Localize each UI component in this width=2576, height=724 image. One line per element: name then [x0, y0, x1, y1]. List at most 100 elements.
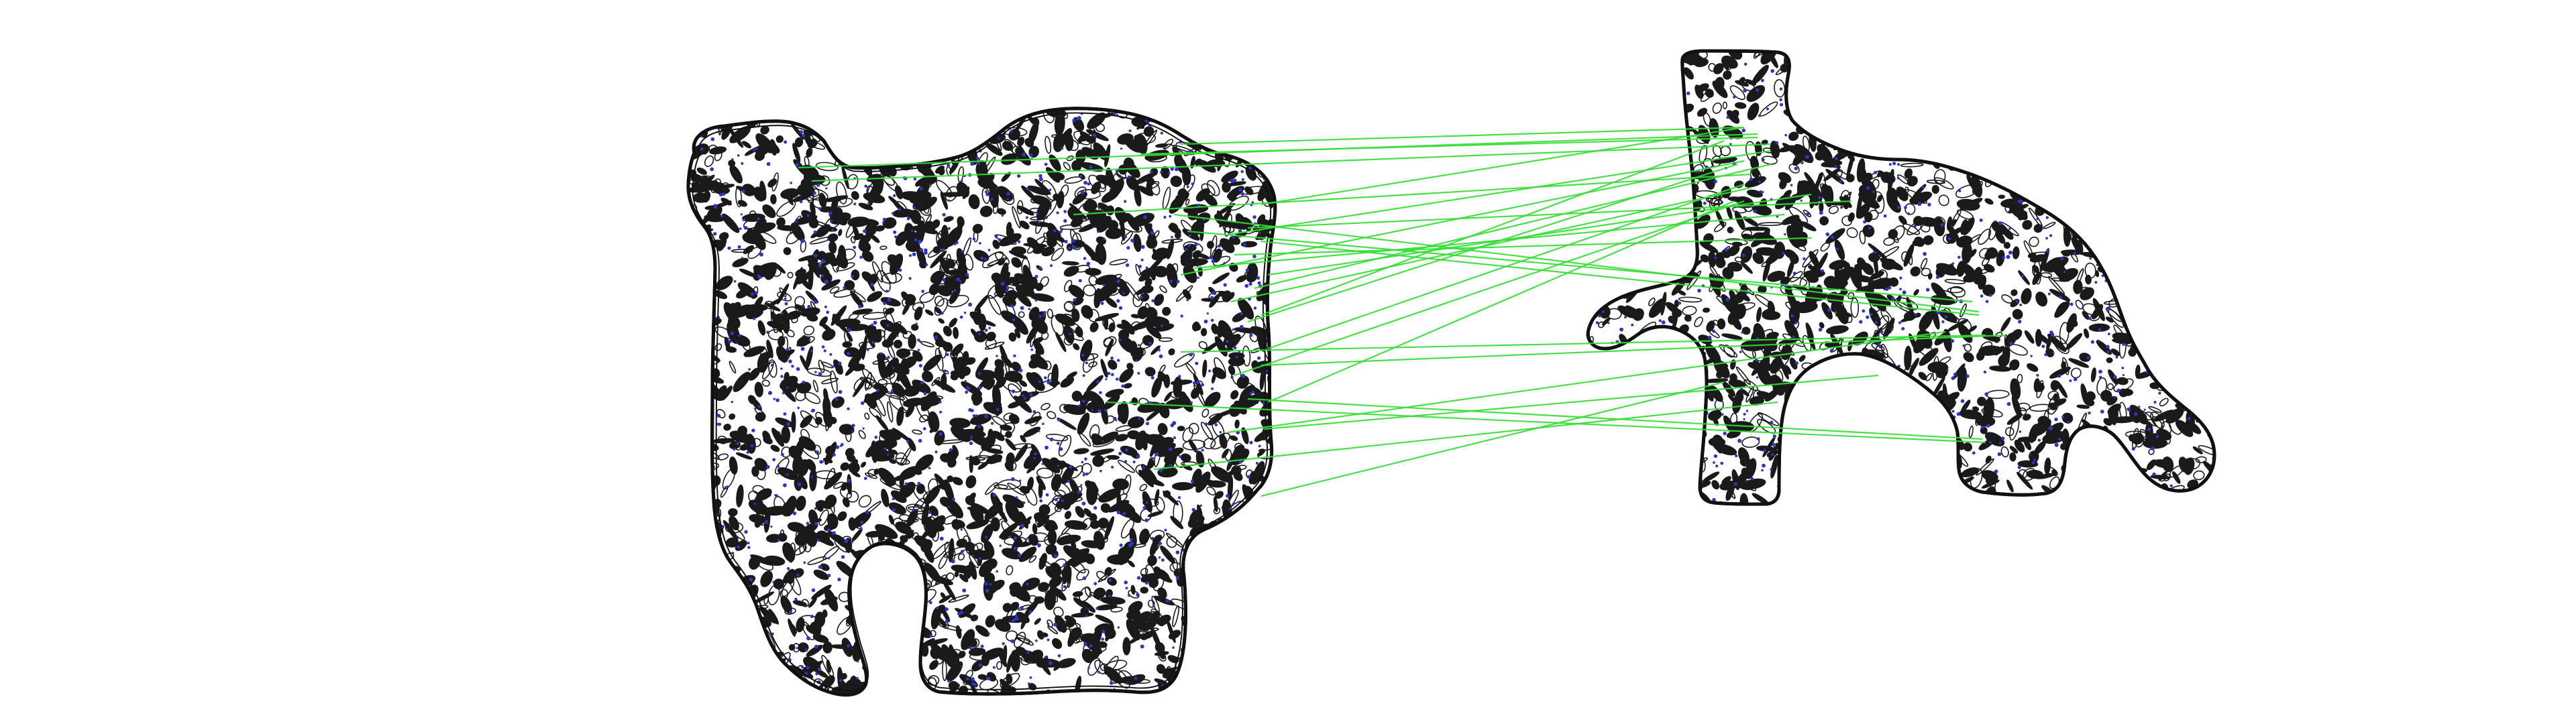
texture-spot: [1193, 584, 1201, 602]
texture-spot: [1942, 463, 1950, 475]
keypoint: [728, 339, 732, 344]
texture-spot: [689, 369, 710, 387]
texture-spot: [2103, 84, 2112, 95]
texture-spot: [700, 537, 720, 549]
keypoint: [964, 380, 967, 383]
keypoint: [1111, 465, 1114, 469]
texture-spot: [1919, 499, 1929, 504]
texture-spot: [2186, 247, 2195, 265]
keypoint: [1049, 188, 1052, 192]
texture-spot: [1077, 189, 1102, 200]
texture-spot: [911, 324, 919, 331]
texture-spot: [2157, 181, 2173, 194]
texture-spot: [815, 501, 824, 512]
keypoint: [1194, 111, 1197, 114]
keypoint: [977, 333, 981, 335]
keypoint: [969, 441, 973, 445]
texture-spot: [1831, 490, 1845, 504]
keypoint: [990, 198, 994, 201]
texture-spot: [894, 666, 902, 682]
texture-spot: [929, 426, 937, 433]
keypoint: [1249, 646, 1252, 648]
texture-spot: [1591, 99, 1611, 116]
texture-spot: [1248, 113, 1262, 136]
texture-spot: [1006, 452, 1015, 467]
keypoint: [860, 521, 864, 524]
texture-spot: [702, 190, 711, 203]
texture-spot: [2090, 51, 2110, 62]
keypoint: [1226, 636, 1230, 640]
texture-spot: [914, 119, 924, 131]
keypoint: [1248, 282, 1252, 286]
texture-spot: [1948, 51, 1956, 58]
texture-spot: [2035, 210, 2043, 215]
texture-spot: [887, 661, 908, 673]
texture-spot: [872, 686, 898, 695]
keypoint: [1208, 369, 1212, 373]
texture-spot: [1141, 475, 1165, 487]
texture-spot: [2204, 166, 2212, 188]
texture-spot: [2074, 213, 2087, 225]
texture-spot: [859, 155, 875, 164]
texture-spot: [2116, 117, 2127, 124]
texture-spot: [2194, 99, 2202, 110]
keypoint: [861, 113, 864, 116]
texture-spot: [853, 233, 864, 241]
texture-spot: [767, 298, 782, 308]
texture-spot: [1646, 249, 1665, 259]
texture-spot: [2169, 56, 2185, 66]
keypoint: [796, 367, 800, 371]
texture-spot: [2141, 109, 2152, 123]
keypoint: [1140, 258, 1144, 261]
texture-spot: [1860, 110, 1871, 125]
texture-spot: [2181, 495, 2203, 504]
texture-spot: [1856, 120, 1866, 133]
texture-spot: [1625, 105, 1636, 113]
keypoint: [1095, 607, 1099, 610]
texture-spot: [1692, 396, 1699, 404]
texture-spot: [1105, 626, 1114, 642]
texture-spot: [2197, 200, 2212, 211]
keypoint: [867, 137, 871, 141]
texture-spot: [1588, 53, 1594, 66]
texture-spot: [695, 675, 705, 688]
texture-spot: [1881, 104, 1901, 118]
keypoint: [1176, 280, 1180, 284]
keypoint: [697, 645, 702, 650]
keypoint: [1022, 394, 1024, 397]
texture-spot: [1014, 444, 1028, 463]
texture-spot: [1885, 79, 1892, 86]
texture-spot: [1061, 261, 1079, 265]
keypoint: [847, 644, 851, 648]
texture-spot: [809, 236, 833, 245]
texture-spot: [736, 484, 744, 507]
texture-spot: [817, 108, 835, 120]
keypoint: [1063, 210, 1067, 213]
texture-spot: [1982, 144, 1992, 154]
keypoint: [984, 190, 988, 194]
texture-spot: [715, 635, 723, 646]
keypoint: [925, 263, 928, 266]
keypoint: [924, 251, 928, 255]
keypoint: [689, 318, 692, 321]
keypoint: [869, 149, 873, 154]
texture-spot: [1691, 445, 1699, 457]
keypoint: [1246, 475, 1251, 479]
keypoint: [985, 536, 988, 539]
texture-spot: [2208, 362, 2214, 378]
texture-spot: [2008, 92, 2019, 101]
keypoint: [1041, 463, 1044, 465]
keypoint: [1077, 490, 1081, 494]
keypoint: [1268, 108, 1273, 113]
texture-spot: [857, 584, 872, 599]
keypoint: [938, 131, 943, 135]
keypoint: [731, 158, 734, 161]
texture-spot: [1629, 115, 1650, 126]
texture-spot: [943, 216, 954, 223]
keypoint: [865, 510, 869, 515]
keypoint: [1253, 306, 1257, 310]
texture-spot: [1142, 498, 1159, 507]
texture-spot: [881, 489, 890, 507]
keypoint: [874, 435, 878, 439]
texture-spot: [802, 336, 815, 345]
